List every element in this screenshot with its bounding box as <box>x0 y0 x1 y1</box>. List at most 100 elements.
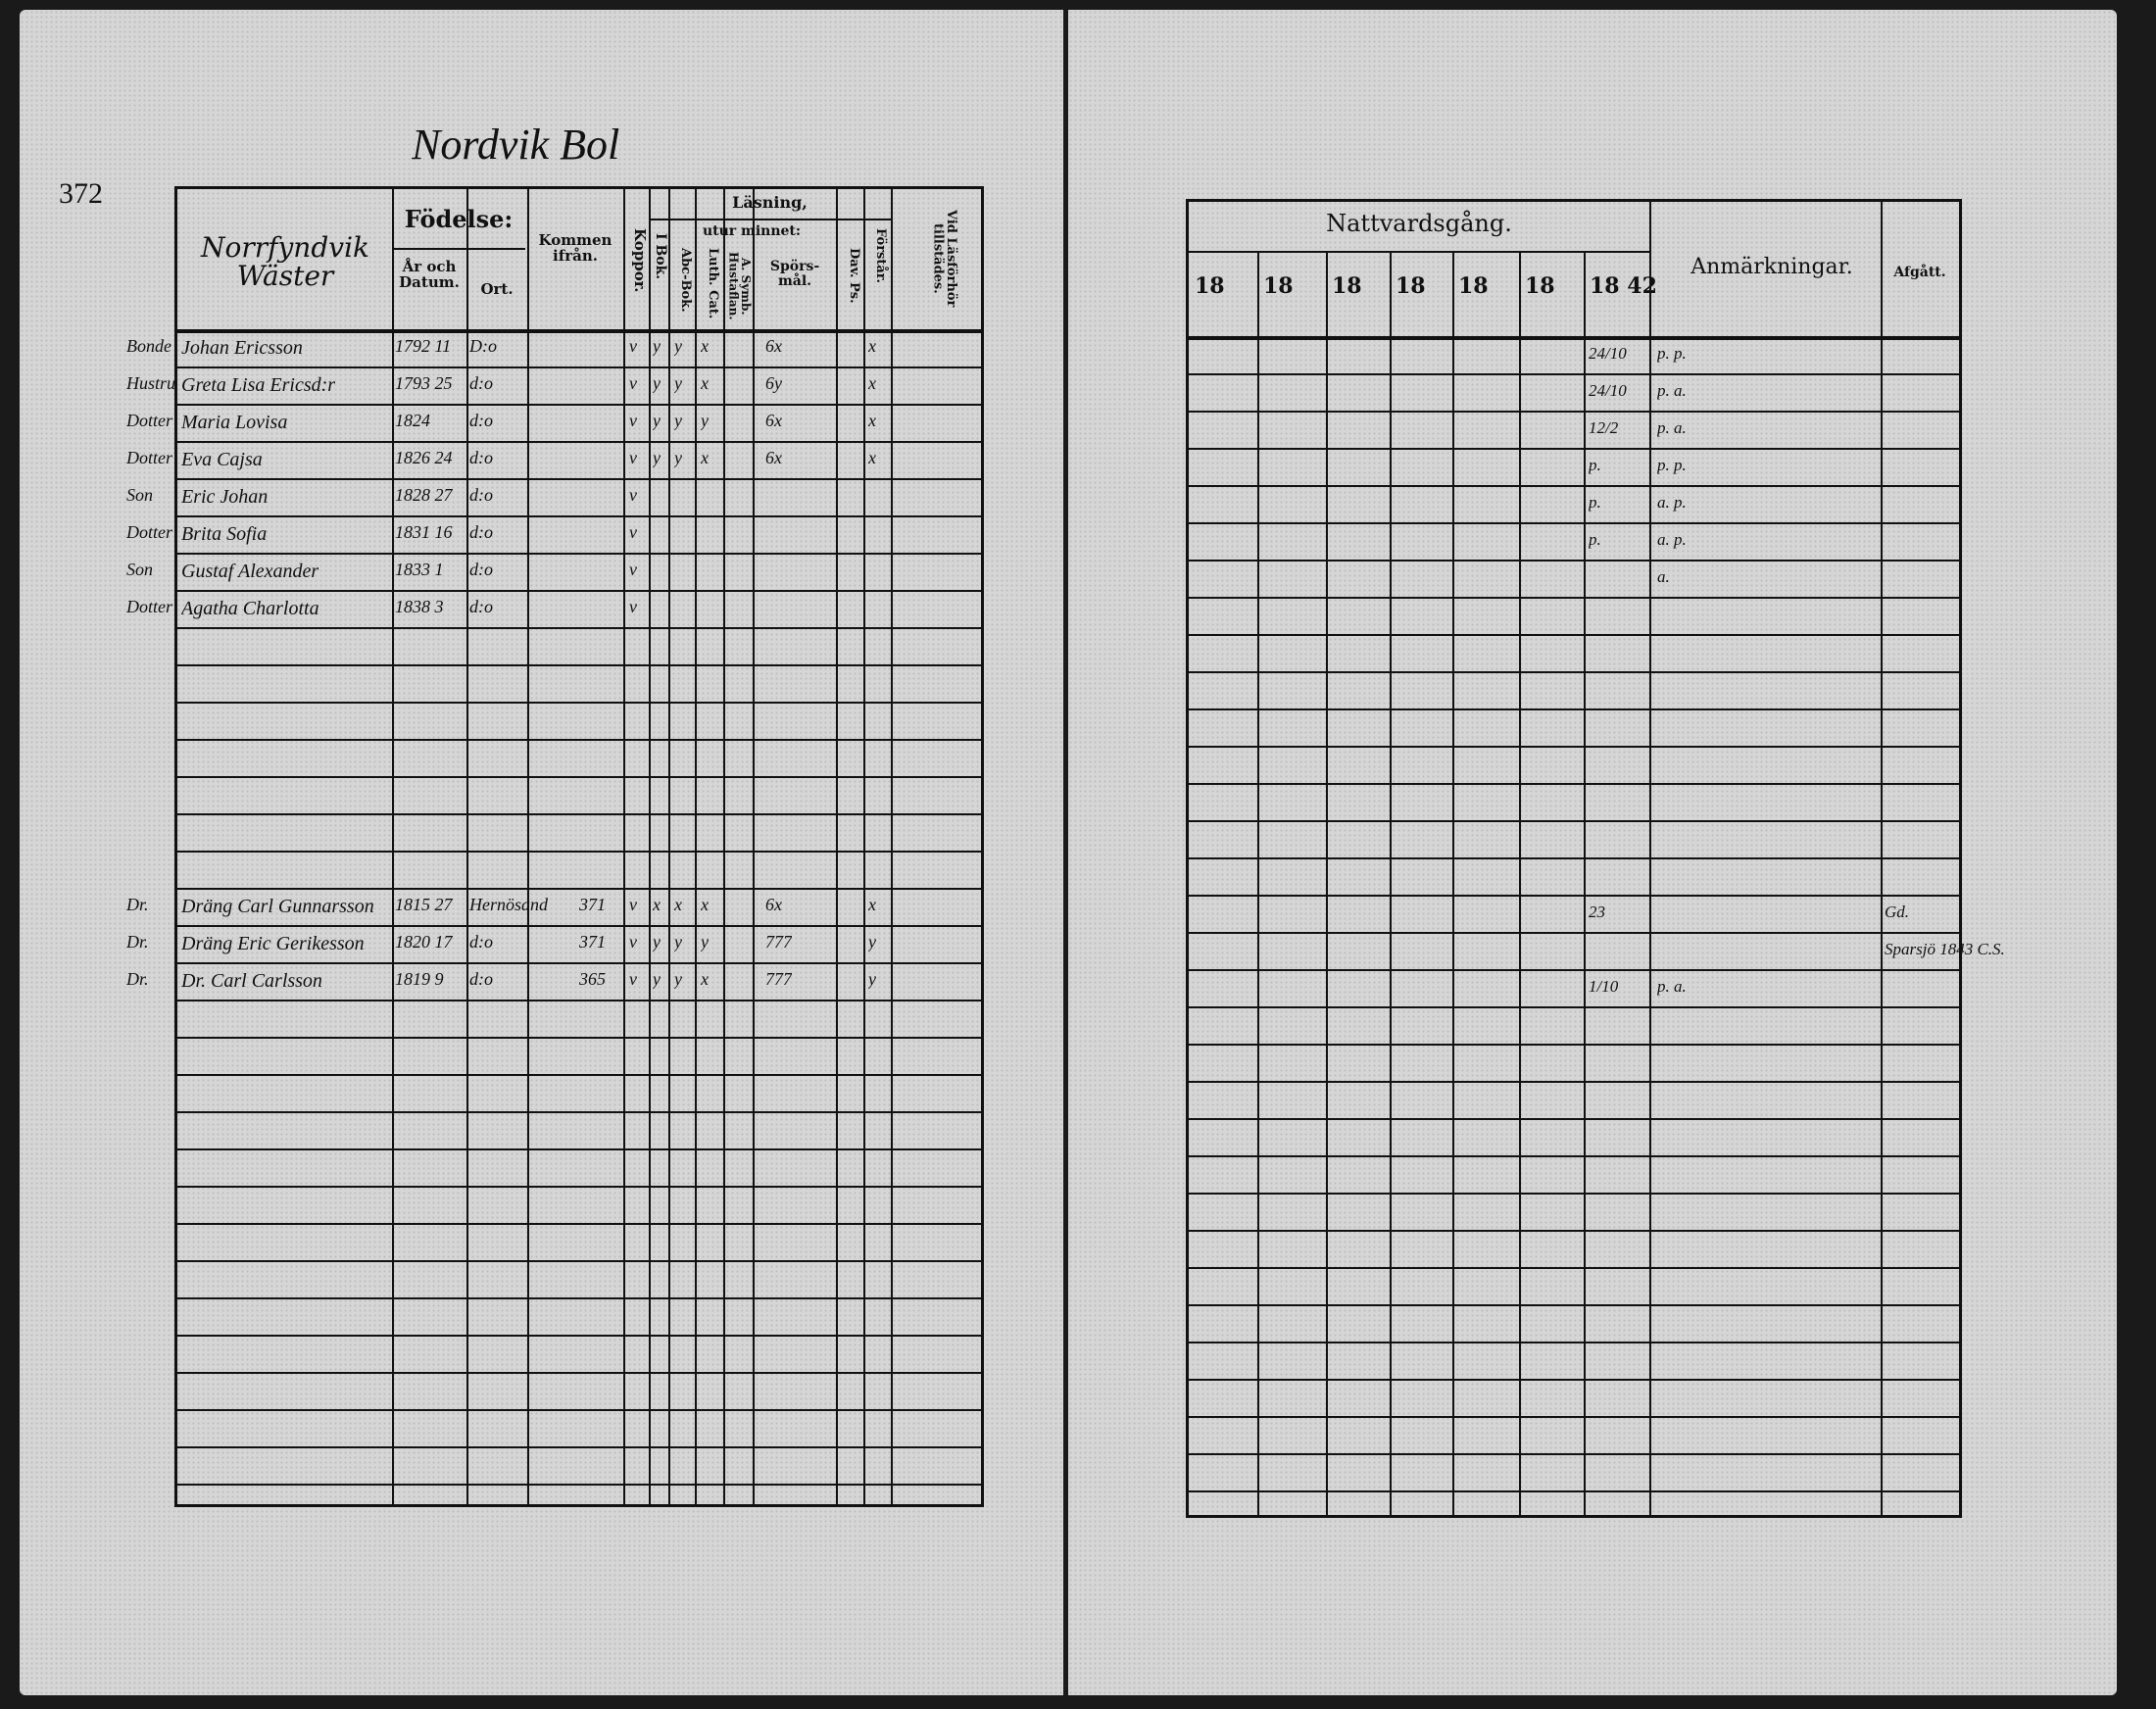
row-line <box>1189 411 1959 413</box>
entry-year: 1815 27 <box>395 895 453 914</box>
entry-forstar: y <box>868 969 876 989</box>
entry-luth: x <box>701 448 709 467</box>
entry-name: Maria Lovisa <box>181 412 288 433</box>
entry-ibok: y <box>653 932 661 952</box>
communion-table: Nattvardsgång. 18 18 18 18 18 18 18 42 Anmärknin… <box>1186 199 2005 1518</box>
remark-anm: p. a. <box>1657 381 1687 400</box>
row-line <box>177 1409 981 1411</box>
lasning-divider <box>649 219 891 220</box>
entry-name: Eva Cajsa <box>181 449 263 470</box>
left-page: 372 Nordvik Bol Norrfyndvik Wäster Födels… <box>20 10 1063 1695</box>
row-line <box>1189 448 1959 450</box>
column-divider <box>1584 251 1586 1515</box>
column-divider <box>695 189 697 1504</box>
remark-anm: p. p. <box>1657 456 1687 474</box>
remark-natt: p. <box>1589 456 1601 474</box>
header-afgatt: Afgått. <box>1893 265 1946 280</box>
header-anmarkningar: Anmärkningar. <box>1690 255 1853 279</box>
household-table: Norrfyndvik Wäster Födelse: År och Datum. O… <box>126 186 984 1507</box>
row-line <box>177 776 981 778</box>
remark-natt: 12/2 <box>1589 418 1619 437</box>
place-title: Nordvik Bol <box>412 121 620 169</box>
header-dav-ps: Dav. Ps. <box>847 248 861 304</box>
header-a-symb: A. Symb. Hustaflan. <box>726 252 753 320</box>
row-line <box>1189 857 1959 859</box>
row-line <box>1189 1453 1959 1455</box>
entry-ort: D:o <box>469 336 497 356</box>
fodelse-divider <box>392 248 525 250</box>
row-line <box>1189 1118 1959 1120</box>
column-divider <box>466 189 468 1504</box>
row-line <box>1189 1342 1959 1343</box>
entry-koppor: v <box>629 485 637 505</box>
row-line <box>1189 1416 1959 1418</box>
entry-forstar: x <box>868 411 876 430</box>
header-nattvardsgang: Nattvardsgång. <box>1326 210 1512 237</box>
entry-rel: Dotter <box>126 597 172 616</box>
entry-ort: Hernösand <box>469 895 548 914</box>
household-label: Norrfyndvik Wäster <box>200 231 369 293</box>
row-line <box>1189 708 1959 710</box>
row-line <box>1189 597 1959 599</box>
header-utur-minnet: utur minnet: <box>702 223 802 239</box>
header-year-0: 18 <box>1195 273 1225 299</box>
row-line <box>1189 932 1959 934</box>
row-line <box>177 1186 981 1188</box>
row-line <box>177 515 981 517</box>
row-line <box>177 553 981 555</box>
row-line <box>1189 1081 1959 1083</box>
entry-abc: y <box>674 373 682 393</box>
entry-rel: Son <box>126 485 153 505</box>
entry-koppor: v <box>629 560 637 579</box>
column-divider <box>723 189 725 1504</box>
entry-abc: y <box>674 448 682 467</box>
row-line <box>1189 634 1959 636</box>
entry-koppor: v <box>629 932 637 952</box>
row-line <box>1189 1490 1959 1492</box>
row-line <box>1189 373 1959 375</box>
header-abc-bok: Abc-Bok. <box>678 248 693 313</box>
entry-ort: d:o <box>469 969 493 989</box>
row-line <box>177 1297 981 1299</box>
entry-koppor: v <box>629 895 637 914</box>
entry-luth: x <box>701 373 709 393</box>
entry-spors: 6x <box>765 411 782 430</box>
entry-name: Brita Sofia <box>181 523 268 545</box>
column-divider <box>668 189 670 1504</box>
row-line <box>1189 522 1959 524</box>
entry-koppor: v <box>629 448 637 467</box>
column-divider <box>1257 251 1259 1515</box>
row-line <box>177 962 981 964</box>
entry-luth: x <box>701 895 709 914</box>
row-line <box>177 329 981 333</box>
entry-kommen: 365 <box>579 969 606 989</box>
column-divider <box>1452 251 1454 1515</box>
entry-year: 1824 <box>395 411 430 430</box>
row-line <box>1189 895 1959 897</box>
entry-year: 1838 3 <box>395 597 444 616</box>
entry-forstar: y <box>868 932 876 952</box>
header-koppor: Koppor. <box>631 228 649 293</box>
column-divider <box>836 189 838 1504</box>
row-line <box>177 851 981 853</box>
entry-forstar: x <box>868 336 876 356</box>
row-line <box>177 1037 981 1039</box>
entry-rel: Dr. <box>126 895 149 914</box>
entry-year: 1828 27 <box>395 485 453 505</box>
entry-ort: d:o <box>469 560 493 579</box>
row-line <box>1189 560 1959 562</box>
row-line <box>1189 746 1959 748</box>
entry-ibok: x <box>653 895 661 914</box>
entry-year: 1826 24 <box>395 448 453 467</box>
entry-name: Eric Johan <box>181 486 269 508</box>
header-sporsmal: Spörs-mål. <box>769 259 820 289</box>
entry-year: 1833 1 <box>395 560 444 579</box>
entry-kommen: 371 <box>579 895 606 914</box>
entry-year: 1819 9 <box>395 969 444 989</box>
entry-name: Dr. Carl Carlsson <box>181 970 322 992</box>
remark-anm: a. p. <box>1657 530 1687 549</box>
row-line <box>177 1111 981 1113</box>
row-line <box>177 366 981 368</box>
row-line <box>177 627 981 629</box>
entry-rel: Dotter <box>126 411 172 430</box>
